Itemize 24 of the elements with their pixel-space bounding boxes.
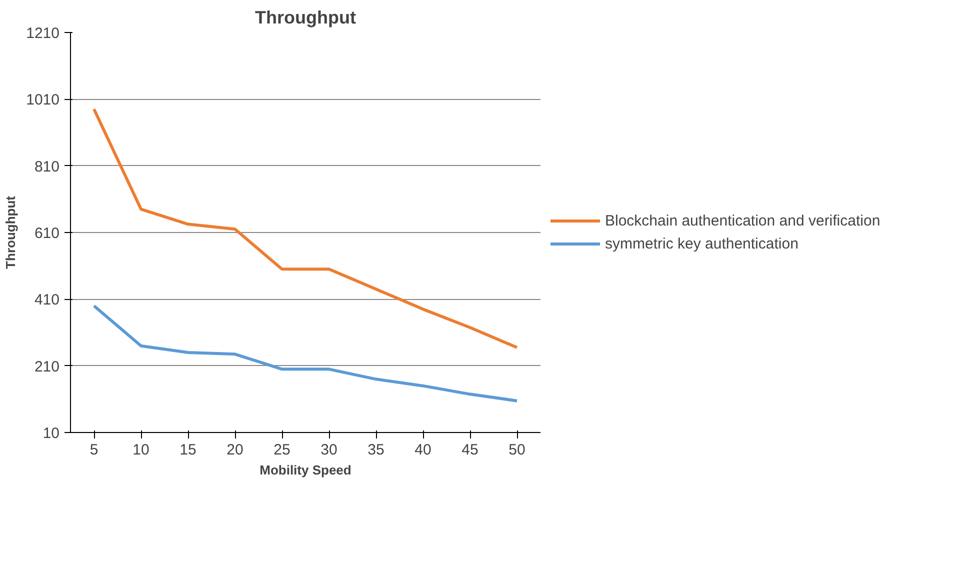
legend-label: symmetric key authentication — [605, 235, 798, 252]
x-tick-label: 50 — [508, 442, 526, 458]
x-tick-label: 5 — [90, 442, 98, 458]
y-tick-label: 1010 — [26, 92, 60, 109]
x-tick-label: 30 — [320, 442, 338, 458]
y-tick-label: 610 — [34, 225, 60, 242]
x-tick-label: 10 — [132, 442, 150, 458]
y-axis-title: Throughput — [3, 195, 18, 269]
legend-label: Blockchain authentication and verification — [605, 212, 880, 229]
x-tick-label: 40 — [414, 442, 432, 458]
x-tick-label: 35 — [368, 442, 384, 458]
x-tick-label: 25 — [274, 442, 290, 458]
y-tick-label: 810 — [34, 158, 60, 176]
y-tick-label: 210 — [34, 358, 60, 376]
y-tick-label: 10 — [42, 425, 60, 442]
y-tick-label: 1210 — [26, 25, 60, 42]
x-tick-label: 20 — [226, 442, 244, 458]
line-series — [92, 304, 518, 402]
x-tick-label: 15 — [180, 442, 196, 458]
chart-title: Throughput — [255, 8, 356, 28]
y-tick-label: 410 — [34, 292, 60, 309]
x-axis-title: Mobility Speed — [260, 462, 352, 478]
x-tick-label: 45 — [462, 442, 478, 458]
line-series — [92, 108, 518, 349]
